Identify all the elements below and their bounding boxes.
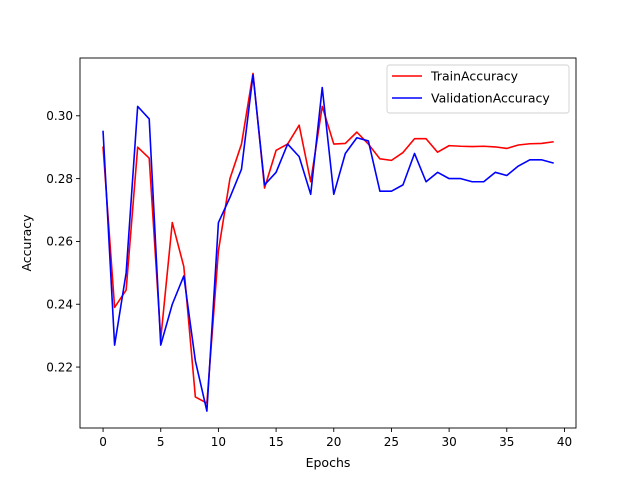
y-tick-label: 0.24 [46,298,73,312]
y-axis-label: Accuracy [19,214,34,272]
x-axis-label: Epochs [306,455,351,470]
y-tick-label: 0.30 [46,109,73,123]
x-tick-label: 10 [211,435,226,449]
y-tick-label: 0.22 [46,360,73,374]
legend-label-validation: ValidationAccuracy [431,91,550,106]
x-tick-label: 20 [326,435,341,449]
x-tick-label: 40 [557,435,572,449]
plot-frame [79,57,577,429]
x-tick-label: 5 [157,435,165,449]
y-tick-label: 0.26 [46,235,73,249]
legend: TrainAccuracy ValidationAccuracy [386,64,570,114]
x-tick-label: 0 [99,435,107,449]
x-tick-label: 35 [499,435,514,449]
y-tick-label: 0.28 [46,172,73,186]
series-layer [102,72,554,412]
y-axis: 0.22 0.24 0.26 0.28 0.30 [46,109,80,374]
x-tick-label: 15 [268,435,283,449]
x-axis: 0 5 10 15 20 25 30 35 40 [99,428,572,449]
train-accuracy-line [102,72,554,404]
x-tick-label: 30 [441,435,456,449]
x-tick-label: 25 [384,435,399,449]
plot-area [80,58,576,428]
validation-accuracy-line [102,74,554,412]
legend-box [386,64,570,114]
legend-label-train: TrainAccuracy [430,69,519,84]
